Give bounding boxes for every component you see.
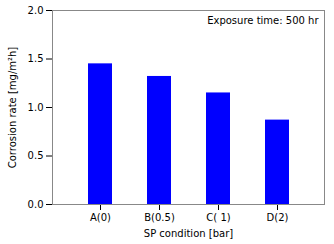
svg-text:C( 1): C( 1)	[206, 212, 230, 223]
svg-text:2.0: 2.0	[28, 5, 44, 16]
svg-text:0.5: 0.5	[28, 150, 44, 161]
svg-text:Corrosion rate [mg/m²h]: Corrosion rate [mg/m²h]	[7, 47, 18, 169]
svg-text:Exposure time: 500 hr: Exposure time: 500 hr	[207, 15, 319, 26]
svg-text:1.0: 1.0	[28, 102, 44, 113]
svg-text:B(0.5): B(0.5)	[144, 212, 175, 223]
svg-text:0.0: 0.0	[28, 199, 44, 210]
svg-text:SP condition [bar]: SP condition [bar]	[144, 228, 233, 239]
svg-text:1.5: 1.5	[28, 53, 44, 64]
svg-text:A(0): A(0)	[90, 212, 111, 223]
svg-text:D(2): D(2)	[267, 212, 289, 223]
